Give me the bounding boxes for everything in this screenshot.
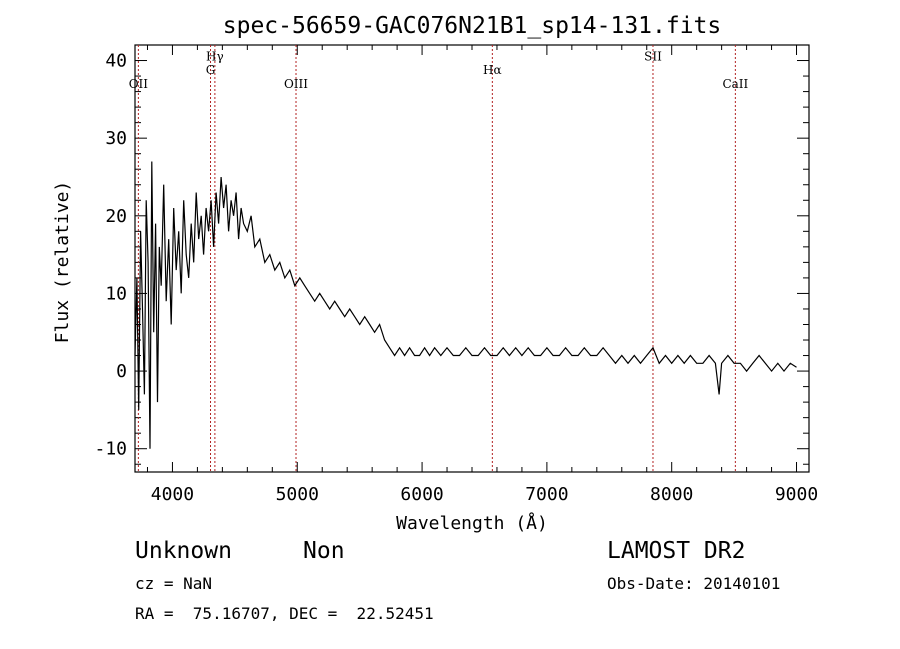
- x-tick-label: 8000: [650, 484, 693, 505]
- chart-title: spec-56659-GAC076N21B1_sp14-131.fits: [223, 13, 722, 39]
- survey-label: LAMOST DR2: [607, 538, 746, 564]
- marker-label: G: [206, 63, 216, 77]
- y-tick-label: 20: [105, 206, 127, 227]
- y-tick-label: 40: [105, 51, 127, 72]
- marker-label: SII: [644, 50, 662, 64]
- y-tick-label: 30: [105, 128, 127, 149]
- redshift-text: cz = NaN: [135, 574, 213, 593]
- y-tick-label: 10: [105, 283, 127, 304]
- x-tick-label: 4000: [151, 484, 194, 505]
- spectrum-line: [134, 161, 797, 449]
- x-tick-labels: 4000 5000 6000 7000 8000 9000: [151, 484, 818, 505]
- x-axis-label: Wavelength (Å): [396, 512, 548, 534]
- coords-text: RA = 75.16707, DEC = 22.52451: [135, 604, 434, 623]
- marker-label: OIII: [284, 77, 308, 91]
- marker-label: Hγ: [206, 50, 224, 64]
- y-axis-label: Flux (relative): [52, 181, 73, 344]
- x-tick-label: 5000: [276, 484, 319, 505]
- object-class: Unknown: [135, 538, 232, 564]
- x-tick-label: 6000: [400, 484, 443, 505]
- y-tick-label: -10: [94, 439, 127, 460]
- y-tick-label: 0: [116, 361, 127, 382]
- y-tick-labels: -10 0 10 20 30 40: [94, 51, 127, 460]
- emission-line-markers: OII HγG OIII Hα SII CaII: [129, 45, 749, 472]
- plot-frame: [134, 44, 810, 473]
- marker-label: CaII: [722, 77, 748, 91]
- marker-label: Hα: [483, 63, 502, 77]
- axis-ticks: [135, 44, 809, 472]
- marker-label: OII: [129, 77, 149, 91]
- x-tick-label: 9000: [775, 484, 818, 505]
- x-tick-label: 7000: [525, 484, 568, 505]
- spectrum-chart: spec-56659-GAC076N21B1_sp14-131.fits 400…: [52, 13, 818, 534]
- object-subclass: Non: [303, 538, 345, 564]
- obs-date-text: Obs-Date: 20140101: [607, 574, 781, 593]
